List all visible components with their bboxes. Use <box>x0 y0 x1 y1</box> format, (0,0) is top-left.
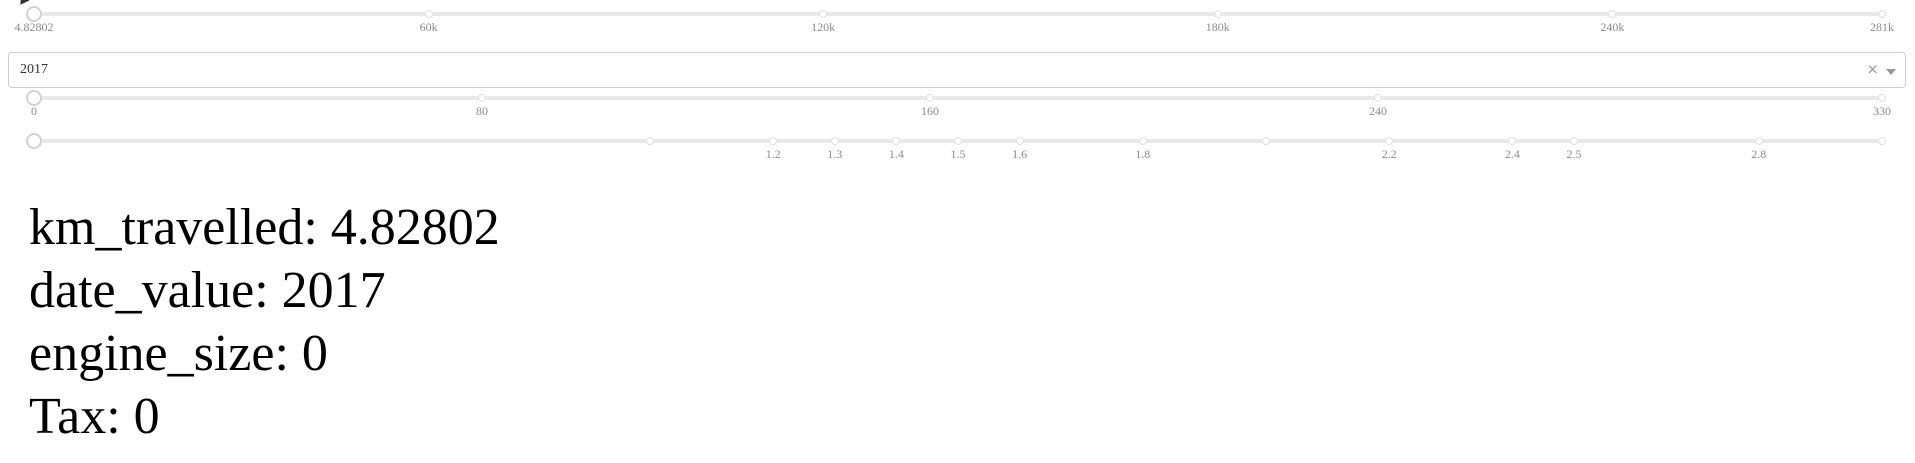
tax-slider[interactable]: 1.2 1.3 1.4 1.5 1.6 1.8 2.2 2.4 2.5 2.8 <box>26 133 1886 161</box>
date-value-output: date_value: 2017 <box>29 262 386 319</box>
engine-size-slider[interactable]: 0 80 160 240 330 <box>26 90 1891 118</box>
dropdown-selected-value: 2017 <box>20 62 48 77</box>
slider-mark-dot[interactable] <box>1878 10 1886 18</box>
slider-mark-dot[interactable] <box>1213 10 1222 18</box>
slider-mark-label: 0 <box>31 104 37 118</box>
slider-mark-dot[interactable] <box>1570 137 1578 145</box>
slider-mark-label: 281k <box>1870 20 1894 34</box>
slider-mark-label: 240 <box>1369 104 1387 118</box>
slider-mark-label: 2.2 <box>1381 147 1397 161</box>
slider-mark-label: 1.3 <box>827 147 843 161</box>
slider-mark-dot[interactable] <box>926 94 934 102</box>
clear-icon[interactable]: × <box>1866 60 1879 78</box>
slider-mark-dot[interactable] <box>1385 137 1394 145</box>
km-travelled-slider[interactable]: 4.82802 60k 120k 180k 240k 281k <box>15 6 1894 34</box>
slider-mark-dot[interactable] <box>424 10 433 18</box>
slider-mark-label: 330 <box>1873 104 1891 118</box>
slider-mark-label: 2.5 <box>1566 147 1582 161</box>
slider-mark-dot[interactable] <box>1608 10 1617 18</box>
engine-size-output: engine_size: 0 <box>29 325 328 382</box>
slider-mark-label: 1.4 <box>888 147 904 161</box>
slider-mark-dot[interactable] <box>892 137 901 145</box>
slider-mark-label: 80 <box>476 104 488 118</box>
slider-mark-dot[interactable] <box>1138 137 1147 145</box>
slider-track[interactable] <box>34 96 1882 100</box>
slider-mark-label: 4.82802 <box>14 20 54 34</box>
slider-mark-dot[interactable] <box>819 10 828 18</box>
slider-mark-dot[interactable] <box>1754 137 1763 145</box>
slider-mark-label: 1.8 <box>1135 147 1151 161</box>
slider-mark-dot[interactable] <box>1015 137 1024 145</box>
slider-mark-dot[interactable] <box>830 137 839 145</box>
slider-mark-label: 2.8 <box>1751 147 1767 161</box>
slider-handle[interactable] <box>26 133 42 149</box>
slider-mark-dot[interactable] <box>954 137 962 145</box>
chevron-down-icon[interactable] <box>1886 69 1896 75</box>
slider-mark-label: 120k <box>811 20 836 34</box>
date-value-dropdown[interactable]: 2017 × <box>8 52 1906 88</box>
slider-handle[interactable] <box>26 6 42 22</box>
slider-mark-dot[interactable] <box>1878 137 1886 145</box>
slider-mark-label: 240k <box>1600 20 1625 34</box>
slider-mark-label: 60k <box>419 20 438 34</box>
slider-mark-dot[interactable] <box>478 94 486 102</box>
slider-mark-dot[interactable] <box>1374 94 1382 102</box>
slider-mark-dot[interactable] <box>1262 137 1270 145</box>
tax-output: Tax: 0 <box>29 388 160 445</box>
slider-mark-dot[interactable] <box>769 137 778 145</box>
km-travelled-output: km_travelled: 4.82802 <box>29 199 500 256</box>
slider-mark-label: 1.6 <box>1012 147 1028 161</box>
slider-mark-dot[interactable] <box>1878 94 1886 102</box>
slider-mark-dot[interactable] <box>1508 137 1517 145</box>
slider-handle[interactable] <box>26 90 42 106</box>
slider-mark-dot[interactable] <box>646 137 654 145</box>
slider-track[interactable] <box>34 12 1882 16</box>
mouse-cursor-icon <box>16 0 30 5</box>
slider-mark-label: 2.4 <box>1504 147 1520 161</box>
slider-mark-label: 1.5 <box>950 147 966 161</box>
slider-mark-label: 1.2 <box>765 147 781 161</box>
output-panel: km_travelled: 4.82802 date_value: 2017 e… <box>29 196 500 448</box>
slider-mark-label: 180k <box>1205 20 1230 34</box>
slider-mark-label: 160 <box>921 104 939 118</box>
